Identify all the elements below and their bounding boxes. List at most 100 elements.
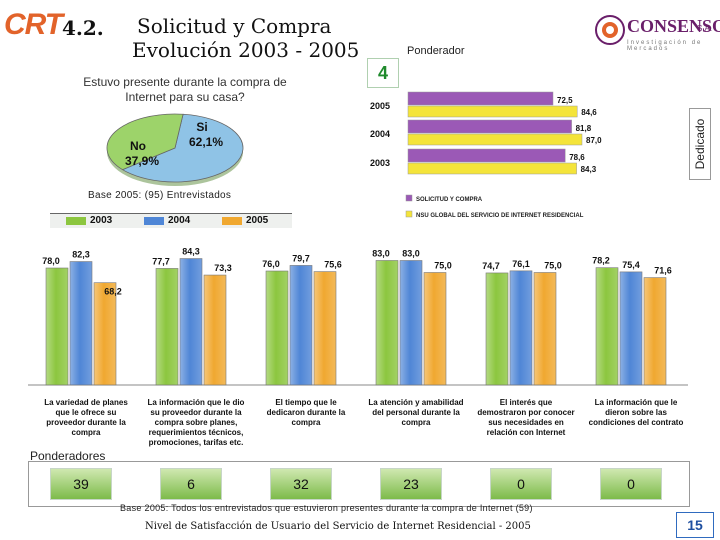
hbar-2005-nsu — [407, 105, 578, 118]
pie-value-no: 37,9% — [125, 154, 159, 168]
hbar-label-2005-nsu: 84,6 — [581, 108, 597, 117]
legend-2005: 2005 — [246, 215, 269, 226]
bar-2004-cat1 — [69, 261, 93, 386]
ponderador-value-4: 23 — [380, 468, 442, 500]
pie-base-note: Base 2005: (95) Entrevistados — [88, 190, 232, 201]
bar-2003-cat6 — [595, 267, 619, 386]
ponderadores-strip — [28, 461, 690, 507]
bar-label-2004-cat6: 75,4 — [622, 260, 640, 270]
pie-slice-si — [121, 113, 244, 183]
bar-label-2005-cat1: 68,2 — [104, 287, 122, 297]
pie-label-no: No — [130, 139, 146, 153]
legend-2003: 2003 — [90, 215, 113, 226]
bar-2003-cat1 — [45, 267, 69, 386]
pie-value-si: 62,1% — [189, 135, 223, 149]
legend-swatch-2005 — [222, 217, 242, 225]
bar-2003-cat5 — [485, 272, 509, 386]
pie-slice-no — [106, 113, 184, 171]
badge-number: 4 — [367, 58, 399, 88]
hbar-category-2005: 2005 — [370, 101, 390, 111]
section-number: 4.2. — [62, 16, 104, 40]
pie-label-si: Si — [196, 120, 207, 134]
hbar-label-2003-solicitud: 78,6 — [569, 153, 585, 162]
bar-label-2003-cat6: 78,2 — [592, 256, 610, 266]
hbar-label-2005-solicitud: 72,5 — [557, 96, 573, 105]
bar-label-2003-cat3: 76,0 — [262, 259, 280, 269]
bar-label-2003-cat1: 78,0 — [42, 256, 60, 266]
bar-label-2004-cat4: 83,0 — [402, 249, 420, 259]
brand-name: CONSENSO — [627, 16, 720, 36]
hbar-2004-nsu — [407, 133, 583, 146]
pie-question: Estuvo presente durante la compra de Int… — [83, 75, 287, 104]
bar-2005-cat6 — [643, 277, 667, 386]
ponderador-value-6: 0 — [600, 468, 662, 500]
hbar-2003-solicitud — [407, 148, 566, 163]
ponderador-value-5: 0 — [490, 468, 552, 500]
bar-label-2004-cat1: 82,3 — [72, 250, 90, 260]
brand-suffix: S.A. — [697, 24, 713, 33]
ponderador-value-2: 6 — [160, 468, 222, 500]
bar-2004-cat4 — [399, 260, 423, 386]
bar-label-2005-cat4: 75,0 — [434, 261, 452, 271]
ponderadores-label: Ponderadores — [30, 449, 106, 463]
bar-2004-cat2 — [179, 258, 203, 386]
hbar-category-2004: 2004 — [370, 129, 390, 139]
bar-label-2004-cat5: 76,1 — [512, 259, 530, 269]
hlegend-swatch-1 — [405, 210, 413, 218]
hbar-label-2004-nsu: 87,0 — [586, 136, 602, 145]
bar-label-2003-cat5: 74,7 — [482, 261, 500, 271]
bar-label-2004-cat3: 79,7 — [292, 253, 310, 263]
bar-2003-cat2 — [155, 268, 179, 386]
horizontal-bar-chart: 2005 72,5 84,6 2004 81,8 87,0 2003 78,6 84,3 SOLI… — [370, 91, 602, 219]
bar-label-2005-cat3: 75,6 — [324, 260, 342, 270]
bar-2003-cat3 — [265, 270, 289, 386]
footer-text: Nivel de Satisfacción de Usuario del Ser… — [145, 521, 531, 532]
page-number: 15 — [676, 512, 714, 538]
bar-2005-cat4 — [423, 272, 447, 386]
category-label-3: El tiempo que le dedicaron durante la co… — [266, 398, 346, 427]
ponderador-value-1: 39 — [50, 468, 112, 500]
legend-swatch-2004 — [144, 217, 164, 225]
category-label-6: La información que le dieron sobre las c… — [588, 398, 684, 427]
bar-2005-cat5 — [533, 272, 557, 386]
bar-label-2005-cat5: 75,0 — [544, 261, 562, 271]
bar-label-2004-cat2: 84,3 — [182, 247, 200, 257]
hbar-2005-solicitud — [407, 91, 554, 106]
bar-2004-cat5 — [509, 270, 533, 386]
bar-2005-cat3 — [313, 271, 337, 386]
crt-logo: CRT — [4, 8, 63, 41]
bar-2005-cat2 — [203, 274, 227, 386]
pie-chart: Si 62,1% No 37,9% — [106, 113, 244, 186]
page-subtitle: Evolución 2003 - 2005 — [132, 38, 360, 62]
grouped-legend: 2003 2004 2005 — [50, 213, 292, 228]
side-label: Dedicado — [689, 108, 711, 180]
grouped-base-note: Base 2005: Todos los entrevistados que e… — [120, 503, 533, 513]
brand-tagline: Investigación de Mercados — [627, 40, 703, 52]
hlegend-swatch-0 — [405, 194, 413, 202]
category-label-1: La variedad de planes que le ofrece su p… — [44, 398, 128, 437]
legend-2004: 2004 — [168, 215, 191, 226]
ponderador-value-3: 32 — [270, 468, 332, 500]
bar-label-2003-cat4: 83,0 — [372, 249, 390, 259]
hbar-2003-nsu — [407, 162, 577, 175]
bar-label-2003-cat2: 77,7 — [152, 256, 170, 266]
hbar-category-2003: 2003 — [370, 158, 390, 168]
bar-2003-cat4 — [375, 260, 399, 386]
category-label-5: El interés que demostraron por conocer s… — [477, 398, 575, 437]
page-title: Solicitud y Compra — [137, 14, 332, 38]
category-label-4: La atención y amabilidad del personal du… — [368, 398, 464, 427]
hbar-2004-solicitud — [407, 119, 572, 134]
ponderador-label: Ponderador — [407, 45, 465, 57]
hlegend-label-0: SOLICITUD Y COMPRA — [416, 197, 483, 203]
legend-swatch-2003 — [66, 217, 86, 225]
bar-label-2005-cat6: 71,6 — [654, 266, 672, 276]
bar-label-2005-cat2: 73,3 — [214, 263, 232, 273]
consenso-logo-icon — [595, 15, 625, 45]
hbar-label-2004-solicitud: 81,8 — [576, 124, 592, 133]
bar-2004-cat3 — [289, 265, 313, 386]
hlegend-label-1: NSU GLOBAL DEL SERVICIO DE INTERNET RESI… — [416, 213, 584, 219]
bar-2005-cat1 — [93, 282, 117, 386]
bar-2004-cat6 — [619, 271, 643, 386]
grouped-bar-chart: 78,0 82,3 68,2 77,7 84,3 73,3 76,0 79,7 75,6 83,0… — [28, 247, 688, 386]
category-label-2: La información que le dio su proveedor d… — [147, 398, 245, 447]
